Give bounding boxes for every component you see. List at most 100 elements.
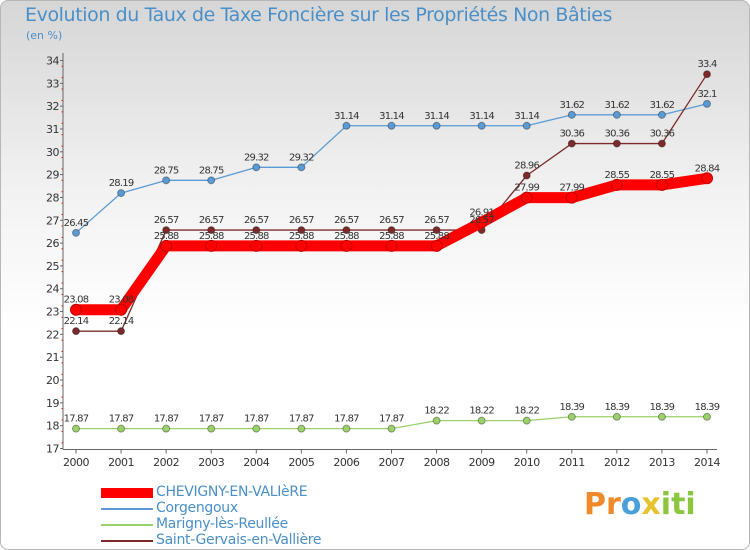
data-label: 28.84 <box>695 163 720 174</box>
data-label: 18.22 <box>424 406 449 417</box>
data-label: 30.36 <box>605 129 630 140</box>
data-label: 29.32 <box>244 152 269 163</box>
y-tick-label: 28 <box>46 191 59 204</box>
data-point <box>567 412 576 421</box>
y-tick-label: 34 <box>46 55 59 68</box>
data-point <box>430 239 443 252</box>
x-tick-label: 2012 <box>604 456 630 469</box>
data-point <box>432 226 441 235</box>
data-label: 18.39 <box>650 402 675 413</box>
data-point <box>565 191 578 204</box>
data-label: 26.91 <box>469 207 494 218</box>
data-point <box>612 412 621 421</box>
data-label: 17.87 <box>334 414 359 425</box>
x-tick-label: 2013 <box>649 456 675 469</box>
data-point <box>207 226 216 235</box>
data-point <box>520 191 533 204</box>
legend-item: Marigny-lès-Reullée <box>101 516 401 533</box>
data-point <box>432 121 441 130</box>
data-point <box>432 416 441 425</box>
legend-swatch <box>101 508 153 510</box>
data-label: 18.39 <box>695 402 720 413</box>
data-point <box>701 172 713 185</box>
data-point <box>72 327 80 336</box>
data-label: 28.75 <box>199 165 224 176</box>
data-label: 31.14 <box>379 111 404 122</box>
data-point <box>387 226 396 235</box>
data-point <box>205 239 218 252</box>
y-tick-label: 31 <box>46 123 59 136</box>
data-label: 18.22 <box>469 406 494 417</box>
data-point <box>387 121 396 130</box>
y-tick-label: 23 <box>46 306 59 319</box>
data-label: 25.88 <box>244 231 269 242</box>
legend-swatch <box>101 524 153 526</box>
data-point <box>162 226 171 235</box>
legend-label: CHEVIGNY-EN-VALIèRE <box>156 484 308 500</box>
data-label: 33.4 <box>697 59 717 70</box>
data-label: 17.87 <box>154 414 179 425</box>
data-label: 28.55 <box>605 170 630 181</box>
data-label: 30.36 <box>559 129 584 140</box>
data-label: 28.55 <box>650 170 675 181</box>
data-label: 23.08 <box>64 295 89 306</box>
data-point <box>522 416 531 425</box>
y-unit-label: (en %) <box>26 29 63 42</box>
data-point <box>72 228 80 237</box>
x-tick-label: 2004 <box>243 456 269 469</box>
data-label: 26.57 <box>424 215 449 226</box>
x-tick-label: 2006 <box>333 456 359 469</box>
data-point <box>340 239 353 252</box>
legend-swatch <box>101 540 153 542</box>
data-point <box>657 412 666 421</box>
data-label: 26.57 <box>154 215 179 226</box>
data-label: 26.57 <box>199 215 224 226</box>
y-tick-label: 33 <box>46 77 59 90</box>
logo-letter: x <box>641 487 661 522</box>
legend-item: Corgengoux <box>101 500 401 517</box>
legend-item: Saint-Gervais-en-Vallière <box>101 532 401 549</box>
data-point <box>387 424 396 433</box>
data-point <box>115 303 128 316</box>
data-point <box>522 171 531 180</box>
data-label: 22.14 <box>109 316 134 327</box>
data-point <box>612 139 621 148</box>
data-point <box>250 239 263 252</box>
data-label: 17.87 <box>244 414 269 425</box>
data-label: 31.62 <box>650 100 675 111</box>
legend-item: CHEVIGNY-EN-VALIèRE <box>101 484 401 501</box>
x-tick-label: 2009 <box>469 456 495 469</box>
data-point <box>72 424 80 433</box>
y-tick-label: 21 <box>46 351 59 364</box>
y-tick-label: 27 <box>46 214 59 227</box>
x-tick-label: 2005 <box>288 456 314 469</box>
data-label: 26.57 <box>289 215 314 226</box>
proxiti-logo: Proxiti <box>584 487 696 522</box>
data-point <box>567 139 576 148</box>
logo-letter: i <box>685 487 696 522</box>
y-tick-label: 17 <box>46 443 59 456</box>
data-point <box>385 239 398 252</box>
x-tick-label: 2001 <box>108 456 134 469</box>
data-point <box>703 99 711 108</box>
data-label: 17.87 <box>199 414 224 425</box>
data-point <box>703 412 711 421</box>
data-point <box>475 216 488 229</box>
legend-label: Marigny-lès-Reullée <box>156 516 288 532</box>
data-point <box>160 239 173 252</box>
y-tick-label: 25 <box>46 260 59 273</box>
x-tick-label: 2010 <box>514 456 540 469</box>
data-label: 18.39 <box>559 402 584 413</box>
y-tick-label: 26 <box>46 237 59 250</box>
logo-letter: i <box>660 487 672 522</box>
x-tick-label: 2002 <box>153 456 179 469</box>
legend-swatch <box>101 488 153 498</box>
y-tick-label: 18 <box>46 420 59 433</box>
data-point <box>162 176 171 185</box>
data-point <box>162 424 171 433</box>
data-point <box>703 70 711 79</box>
data-point <box>207 424 216 433</box>
data-label: 31.14 <box>424 111 449 122</box>
data-point <box>297 163 306 172</box>
